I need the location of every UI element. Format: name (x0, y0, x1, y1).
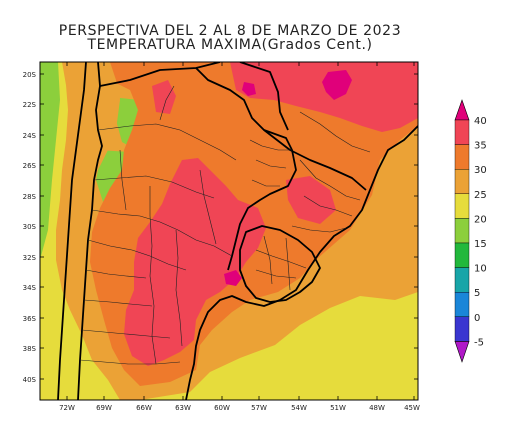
colorbar-label: 25 (474, 190, 487, 201)
pacific-coast (57, 62, 87, 400)
map-title-line2: TEMPERATURA MAXIMA(Grados Cent.) (87, 37, 373, 53)
colorbar-arrow-top (454, 99, 470, 121)
colorbar-arrow-bottom (454, 341, 470, 363)
zone-35-40-northeast (230, 62, 418, 132)
atlantic-coast (185, 125, 418, 400)
lon-label: 69W (96, 404, 112, 412)
colorbar-band-0-5 (454, 292, 470, 318)
colorbar-label: 35 (474, 141, 487, 152)
colorbar-band-5-10 (454, 267, 470, 293)
map-area (40, 62, 418, 400)
colorbar-band-25-30 (454, 168, 470, 194)
admin-borders (79, 85, 371, 365)
coastlines (57, 62, 418, 400)
lon-label: 72W (59, 404, 75, 412)
zone-35-40-chaco-north (152, 80, 176, 114)
colorbar-band-30-35 (454, 144, 470, 170)
colorbar-label: 20 (474, 214, 487, 225)
zone-15-20-west (40, 62, 60, 260)
zone-35-40-central (124, 158, 266, 366)
longitude-axis: 72W 69W 66W 63W 60W 57W 54W 51W 48W 45W (59, 62, 420, 412)
colorbar-band-minus5-0 (454, 316, 470, 342)
brazil-inner-border (263, 129, 367, 191)
brazil-bolivia-border (239, 62, 289, 131)
lat-label: 24S (23, 132, 37, 140)
zone-35-40-east (286, 176, 336, 224)
map-title-line1: PERSPECTIVA DEL 2 AL 8 DE MARZO DE 2023 (58, 23, 402, 39)
lat-label: 32S (23, 254, 37, 262)
latitude-axis: 20S 22S 24S 26S 28S 30S 32S 34S 36S 38S … (23, 71, 418, 384)
zone-above-40-small (242, 82, 256, 96)
lat-label: 38S (23, 345, 37, 353)
colorbar-label: 30 (474, 165, 487, 176)
lon-label: 60W (214, 404, 230, 412)
colorbar-label: 40 (474, 116, 487, 127)
lon-label: 45W (404, 404, 420, 412)
colorbar: 40 35 30 25 20 15 10 5 0 -5 (454, 99, 487, 363)
andes-border (77, 62, 103, 400)
lon-label: 51W (330, 404, 346, 412)
bolivia-border-south (99, 62, 221, 87)
lon-label: 63W (175, 404, 191, 412)
lat-label: 34S (23, 284, 37, 292)
colorbar-label: 15 (474, 239, 487, 250)
lat-label: 22S (23, 101, 37, 109)
colorbar-label: 0 (474, 313, 480, 324)
lat-label: 36S (23, 315, 37, 323)
lon-label: 54W (291, 404, 307, 412)
colorbar-band-35-40 (454, 119, 470, 145)
uruguay-border (239, 225, 321, 303)
lat-label: 20S (23, 71, 37, 79)
map-frame (39, 61, 419, 401)
lon-label: 48W (369, 404, 385, 412)
lat-label: 26S (23, 162, 37, 170)
colorbar-band-20-25 (454, 193, 470, 219)
lon-label: 57W (251, 404, 267, 412)
lat-label: 40S (23, 376, 37, 384)
colorbar-label: 5 (474, 288, 480, 299)
paraguay-border (195, 67, 297, 271)
colorbar-band-15-20 (454, 218, 470, 244)
zone-above-40-north (322, 70, 352, 100)
zone-above-40-litoral (224, 270, 242, 286)
colorbar-band-10-15 (454, 242, 470, 268)
colorbar-label: -5 (474, 337, 484, 348)
lon-label: 66W (136, 404, 152, 412)
colorbar-label: 10 (474, 264, 487, 275)
lat-label: 30S (23, 223, 37, 231)
lat-label: 28S (23, 193, 37, 201)
